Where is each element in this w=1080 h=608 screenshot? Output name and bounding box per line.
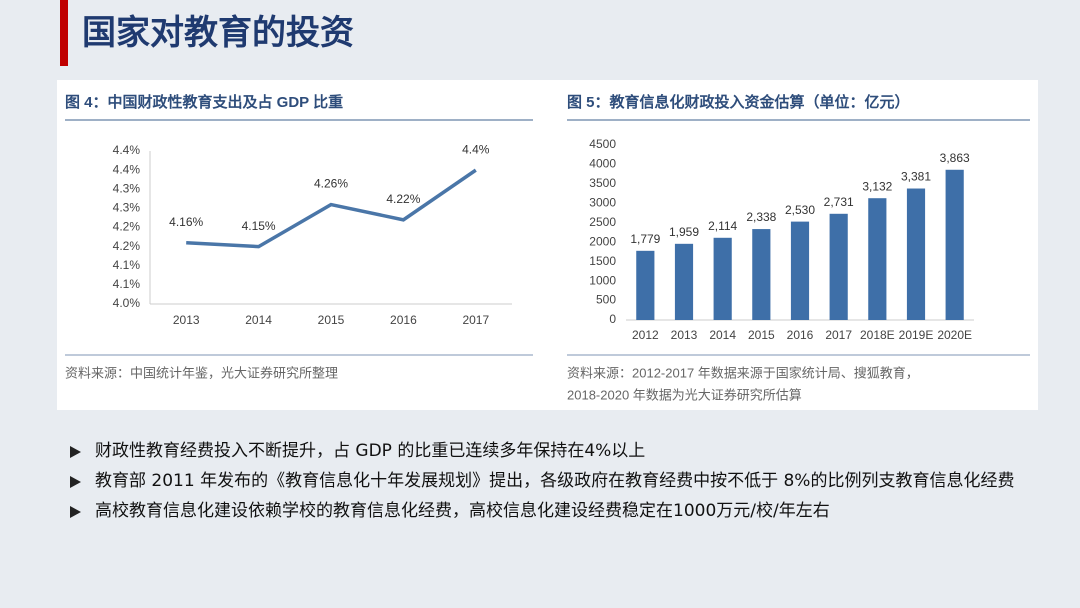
- value-label: 3,132: [862, 179, 892, 193]
- y-tick-label: 4.0%: [113, 296, 141, 310]
- bar: [790, 221, 810, 320]
- source: 资料来源：中国统计年鉴，光大证券研究所整理: [65, 365, 338, 380]
- y-tick-label: 4.3%: [113, 201, 141, 215]
- y-tick-label: 500: [596, 293, 616, 307]
- bullet: 教育部 2011 年发布的《教育信息化十年发展规划》提出，各级政府在教育经费中按…: [68, 466, 1018, 496]
- y-tick-label: 4500: [589, 137, 616, 151]
- source: 2018-2020 年数据为光大证券研究所估算: [567, 387, 802, 402]
- bar: [752, 229, 771, 320]
- bullet-arrow: [70, 506, 81, 518]
- line: [186, 168, 477, 249]
- value-label: 4.15%: [242, 219, 276, 233]
- chart-title: 图 4：中国财政性教育支出及占 GDP 比重: [65, 93, 343, 111]
- value-label: 2,338: [746, 210, 776, 224]
- bar: [636, 250, 655, 320]
- x-tick-label: 2013: [173, 313, 200, 327]
- y-tick-label: 4000: [589, 157, 616, 171]
- bullet: 高校教育信息化建设依赖学校的教育信息化经费，高校信息化建设经费稳定在1000万元…: [68, 496, 1018, 526]
- bar: [868, 198, 887, 320]
- value-label: 2,731: [824, 195, 854, 209]
- bullet-list: 财政性教育经费投入不断提升，占 GDP 的比重已连续多年保持在4%以上 教育部 …: [68, 436, 1018, 526]
- slide-title: 国家对教育的投资: [82, 13, 354, 53]
- y-tick-label: 3500: [589, 176, 616, 190]
- title-bar: [60, 0, 68, 66]
- value-label: 4.22%: [386, 192, 420, 206]
- y-tick-label: 3000: [589, 196, 616, 210]
- bar: [713, 237, 732, 320]
- bullet-text: 教育部 2011 年发布的《教育信息化十年发展规划》提出，各级政府在教育经费中按…: [95, 471, 1015, 491]
- y-tick-label: 1000: [589, 273, 616, 287]
- x-tick-label: 2014: [245, 313, 272, 327]
- value-label: 4.16%: [169, 215, 203, 229]
- bullet-arrow: [70, 446, 81, 458]
- x-tick-label: 2017: [825, 328, 852, 342]
- y-tick-label: 4.2%: [113, 239, 141, 253]
- x-tick-label: 2016: [390, 313, 417, 327]
- x-tick-label: 2017: [462, 313, 489, 327]
- y-tick-label: 4.4%: [113, 162, 141, 176]
- bar: [829, 213, 848, 320]
- bar: [674, 243, 694, 320]
- value-label: 2,530: [785, 203, 815, 217]
- x-tick-label: 2015: [318, 313, 345, 327]
- x-tick-label: 2020E: [937, 328, 972, 342]
- y-tick-label: 4.2%: [113, 220, 141, 234]
- bar: [906, 188, 926, 320]
- y-tick-label: 4.3%: [113, 181, 141, 195]
- source: 资料来源：2012-2017 年数据来源于国家统计局、搜狐教育，: [567, 365, 919, 380]
- chart-title: 图 5：教育信息化财政投入资金估算（单位：亿元）: [567, 93, 910, 111]
- x-tick-label: 2012: [632, 328, 659, 342]
- y-tick-label: 0: [609, 312, 616, 326]
- y-tick-label: 4.4%: [113, 143, 141, 157]
- x-tick-label: 2018E: [860, 328, 895, 342]
- x-tick-label: 2013: [671, 328, 698, 342]
- y-tick-label: 4.1%: [113, 277, 141, 291]
- x-tick-label: 2015: [748, 328, 775, 342]
- value-label: 1,959: [669, 225, 699, 239]
- value-label: 4.26%: [314, 177, 348, 191]
- y-tick-label: 4.1%: [113, 258, 141, 272]
- value-label: 3,381: [901, 170, 931, 184]
- bar: [945, 169, 964, 320]
- y-tick-label: 2000: [589, 234, 616, 248]
- bullet-text: 高校教育信息化建设依赖学校的教育信息化经费，高校信息化建设经费稳定在1000万元…: [95, 501, 830, 521]
- value-label: 3,863: [940, 151, 970, 165]
- x-tick-label: 2019E: [899, 328, 934, 342]
- value-label: 4.4%: [462, 142, 490, 156]
- bullet-text: 财政性教育经费投入不断提升，占 GDP 的比重已连续多年保持在4%以上: [95, 441, 646, 461]
- y-tick-label: 1500: [589, 254, 616, 268]
- value-label: 2,114: [708, 219, 737, 233]
- x-tick-label: 2016: [787, 328, 814, 342]
- bullet: 财政性教育经费投入不断提升，占 GDP 的比重已连续多年保持在4%以上: [68, 436, 1018, 466]
- y-tick-label: 2500: [589, 215, 616, 229]
- value-label: 1,779: [630, 232, 660, 246]
- x-tick-label: 2014: [709, 328, 736, 342]
- bullet-arrow: [70, 476, 81, 488]
